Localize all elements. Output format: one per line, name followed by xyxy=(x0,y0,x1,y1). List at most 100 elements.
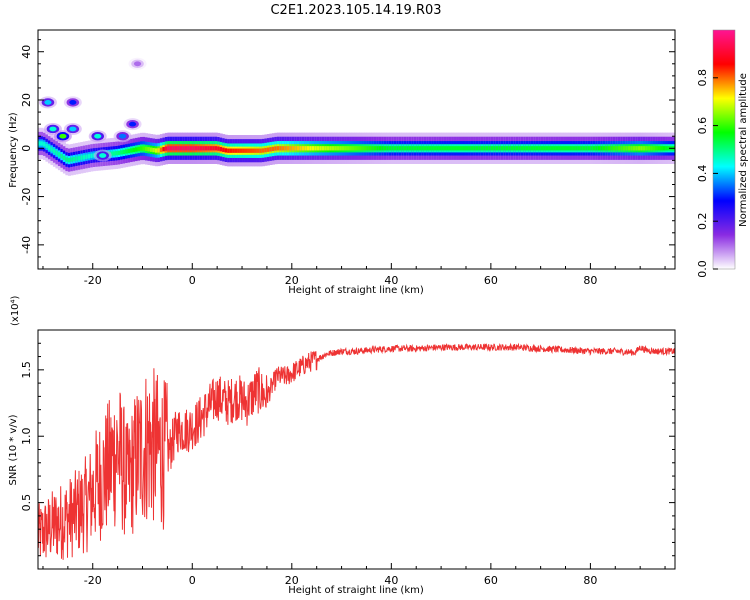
spectrogram-ytick-label: 40 xyxy=(20,45,33,59)
spectrogram-cell xyxy=(358,146,363,151)
spectrogram-cell xyxy=(254,148,258,153)
spectrogram-cell xyxy=(503,146,507,151)
spectrogram-cell xyxy=(229,148,233,153)
spectrogram-cell xyxy=(470,146,475,151)
spectrogram-panel: -20 0 20 40 60 80 -40 -20 0 20 40 Height of straig… xyxy=(8,29,676,296)
spectrogram-cell xyxy=(610,146,614,151)
spectrogram-cell xyxy=(518,146,522,151)
spectrogram-cell xyxy=(607,146,611,151)
spectrogram-cell xyxy=(480,146,485,151)
spectrogram-cell xyxy=(652,146,656,151)
spectrogram-cell xyxy=(70,157,74,162)
spectrogram-cell xyxy=(647,146,651,151)
spectrogram-cell xyxy=(505,146,509,151)
spectrogram-blob xyxy=(133,61,142,67)
spectrogram-cell xyxy=(249,148,253,153)
spectrogram-cell xyxy=(438,146,442,151)
spectrogram-cell xyxy=(630,146,634,151)
spectrogram-xtick-label: 80 xyxy=(583,274,597,287)
spectrogram-cell xyxy=(239,148,243,153)
spectrogram-cell xyxy=(187,146,191,151)
spectrogram-cell xyxy=(428,146,432,151)
spectrogram-cell xyxy=(144,146,149,152)
spectrogram-cell xyxy=(361,146,365,151)
colorbar-tick-label: 0.0 xyxy=(696,260,709,278)
spectrogram-cell xyxy=(140,146,144,151)
spectrogram-cell xyxy=(622,146,626,151)
spectrogram-cell xyxy=(120,150,124,155)
snr-xtick-label: 40 xyxy=(384,574,398,587)
spectrogram-cell xyxy=(386,146,390,151)
spectrogram-cell xyxy=(483,146,487,151)
spectrogram-cell xyxy=(582,146,587,151)
spectrogram-cell xyxy=(640,146,644,151)
spectrogram-cell xyxy=(132,147,136,153)
spectrogram-cell xyxy=(266,147,271,152)
snr-multiplier: (x10⁴) xyxy=(10,295,21,326)
spectrogram-cell xyxy=(555,146,559,151)
colorbar-tick-label: 0.2 xyxy=(696,212,709,230)
spectrogram-cell xyxy=(256,148,261,153)
spectrogram-cell xyxy=(346,146,350,151)
spectrogram-cell xyxy=(296,146,300,151)
spectrogram-cell xyxy=(388,146,392,151)
spectrogram-cell xyxy=(448,146,452,151)
spectrogram-cell xyxy=(122,149,126,155)
spectrogram-cell xyxy=(572,146,577,151)
spectrogram-cell xyxy=(411,146,415,151)
spectrogram-cell xyxy=(207,146,211,151)
spectrogram-cell xyxy=(354,146,358,151)
spectrogram-cell xyxy=(217,146,221,151)
spectrogram-cell xyxy=(615,146,619,151)
spectrogram-cell xyxy=(617,146,621,151)
spectrogram-cell xyxy=(274,146,278,151)
spectrogram-cell xyxy=(645,146,649,151)
spectrogram-cell xyxy=(204,146,208,151)
spectrogram-cell xyxy=(605,146,609,151)
spectrogram-cell xyxy=(212,146,216,151)
spectrogram-xtick-label: -20 xyxy=(84,274,102,287)
spectrogram-cell xyxy=(311,146,315,151)
spectrogram-cell xyxy=(194,146,198,151)
spectrogram-cell xyxy=(637,146,641,151)
spectrogram-cell xyxy=(309,146,313,151)
spectrogram-cell xyxy=(426,146,430,151)
spectrogram-blob xyxy=(94,133,102,139)
spectrogram-axes-frame xyxy=(37,29,676,270)
spectrogram-cell xyxy=(612,146,616,151)
spectrogram-cell xyxy=(72,156,76,162)
spectrogram-cell xyxy=(40,141,44,146)
spectrogram-cell xyxy=(431,146,435,151)
spectrogram-blob xyxy=(69,126,77,132)
spectrogram-cell xyxy=(396,146,400,151)
spectrogram-cell xyxy=(632,146,636,151)
spectrogram-cell xyxy=(436,146,440,151)
spectrogram-cell xyxy=(167,146,171,151)
spectrogram-cell xyxy=(421,146,425,151)
spectrogram-cell xyxy=(493,146,497,151)
spectrogram-cell xyxy=(563,146,567,151)
spectrogram-cell xyxy=(485,146,489,151)
spectrogram-cell xyxy=(232,148,236,153)
spectrogram-cell xyxy=(525,146,529,151)
snr-panel: -20 0 20 40 60 80 0.5 1.0 1.5 Height of straight… xyxy=(8,295,676,596)
spectrogram-cell xyxy=(423,146,427,151)
spectrogram-cell xyxy=(67,157,71,163)
spectrogram-cell xyxy=(224,148,228,153)
spectrogram-cell xyxy=(538,146,542,151)
spectrogram-cell xyxy=(182,146,186,151)
spectrogram-ytick-label: -20 xyxy=(20,188,33,206)
spectrogram-cell xyxy=(52,148,57,154)
spectrogram-cell xyxy=(259,148,263,153)
spectrogram-cell xyxy=(77,156,81,161)
spectrogram-cell xyxy=(269,147,273,152)
spectrogram-cell xyxy=(159,147,164,152)
spectrogram-cell xyxy=(468,146,472,151)
spectrogram-cell xyxy=(349,146,353,151)
colorbar: 0.0 0.2 0.4 0.6 0.8 Normalized spectral ampl… xyxy=(696,29,749,278)
colorbar-tick-label: 0.8 xyxy=(696,69,709,87)
snr-series-line xyxy=(38,342,675,560)
spectrogram-cell xyxy=(147,147,151,152)
spectrogram-cell xyxy=(189,146,193,151)
spectrogram-cell xyxy=(227,148,231,153)
